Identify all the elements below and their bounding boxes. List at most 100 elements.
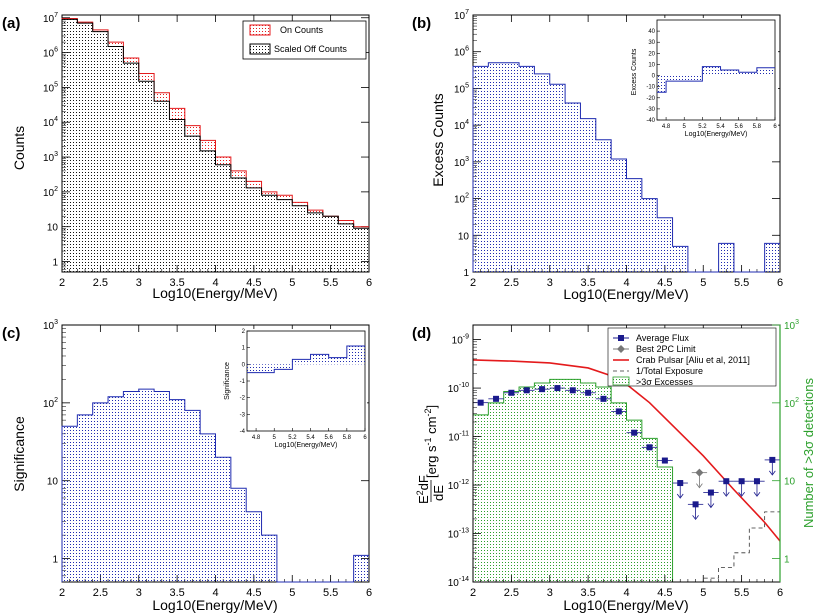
- excess-outline: [472, 62, 780, 273]
- inset-y-tick-label: 1: [242, 346, 246, 352]
- excess-hist-bar: [534, 382, 550, 582]
- panel-c-inset-ticks: 4.8 5 5.2 5.4 5.6 5.8 6 -4 -3 -2 -1 0 1 2: [240, 329, 368, 441]
- x-tick-label: 3: [547, 587, 553, 599]
- legend-label-crab: Crab Pulsar [Aliu et al, 2011]: [636, 355, 750, 365]
- inset-bar: [720, 70, 739, 76]
- x-tick-label: 4: [623, 277, 629, 289]
- significance-bar: [169, 399, 185, 582]
- x-tick-label: 5.5: [734, 587, 749, 599]
- y-tick-label: 10-9: [452, 334, 469, 347]
- inset-bar: [702, 66, 721, 76]
- legend-swatch-scaled-off-counts: [249, 43, 271, 55]
- inset-x-tick-label: 5.4: [306, 435, 315, 441]
- x-tick-label: 4.5: [246, 277, 261, 289]
- excess-bar: [519, 66, 535, 272]
- right-y-tick-label: 1: [784, 555, 790, 566]
- x-tick-label: 2.5: [93, 587, 108, 599]
- excess-hist-bar: [657, 466, 673, 582]
- excess-bar: [473, 66, 489, 272]
- off-counts-bar: [123, 63, 139, 272]
- significance-bar: [261, 535, 277, 582]
- x-tick-label: 5.5: [323, 277, 338, 289]
- inset-y-tick-label: -1: [240, 379, 246, 385]
- panel-d-units-c: ]: [424, 405, 439, 409]
- inset-bar: [274, 364, 293, 370]
- x-tick-label: 3.5: [580, 277, 595, 289]
- panel-a-label: (a): [2, 15, 20, 32]
- legend-label-exposure: 1/Total Exposure: [636, 366, 703, 376]
- excess-bar: [549, 84, 566, 272]
- inset-x-tick-label: 5: [683, 124, 687, 130]
- y-tick-label: 106: [43, 47, 58, 60]
- inset-y-tick-label: -10: [646, 85, 655, 91]
- panel-d-ticks: 2 2.5 3 3.5 4 4.5 5 5.5 6 10-14 10-13 10-12 10-11 10-…: [448, 319, 799, 599]
- x-tick-label: 2.5: [93, 277, 108, 289]
- x-tick-label: 6: [366, 277, 372, 289]
- legend-label-on-counts: On Counts: [280, 25, 324, 35]
- legend-label-average-flux: Average Flux: [636, 333, 689, 343]
- legend-swatch-on-counts: [249, 24, 271, 36]
- y-tick-label: 102: [454, 193, 469, 206]
- inset-y-tick-label: -40: [646, 118, 655, 124]
- inset-x-tick-label: 6: [773, 124, 777, 130]
- off-counts-bar: [261, 195, 277, 272]
- right-y-tick-label: 103: [784, 319, 799, 332]
- x-tick-label: 3.5: [169, 277, 184, 289]
- excess-hist-bar: [595, 386, 612, 582]
- y-tick-label: 10: [47, 223, 59, 234]
- excess-hist-bar: [519, 386, 535, 582]
- x-tick-label: 5.5: [734, 277, 749, 289]
- inset-y-tick-label: -4: [240, 429, 246, 435]
- excess-hist-bar: [503, 391, 520, 582]
- excess-bar: [641, 198, 658, 272]
- significance-bar: [353, 555, 369, 582]
- flux-point: [661, 457, 668, 464]
- excess-bar: [565, 103, 581, 272]
- x-tick-label: 5: [289, 587, 295, 599]
- panel-d-units-a: [erg s: [424, 445, 439, 478]
- inset-bar: [738, 72, 757, 76]
- panel-d-ylabel-denominator: dE: [431, 485, 446, 501]
- off-counts-bar: [108, 46, 124, 273]
- off-counts-outline: [61, 18, 369, 272]
- x-tick-label: 4.5: [657, 587, 672, 599]
- legend-marker-average-flux: [618, 335, 624, 341]
- panel-a-xlabel: Log10(Energy/MeV): [152, 285, 277, 301]
- x-tick-label: 2: [470, 587, 476, 599]
- excess-hist-bar: [473, 414, 489, 582]
- y-tick-label: 107: [43, 12, 58, 25]
- flux-point: [508, 389, 515, 396]
- excess-hist-bar: [488, 402, 504, 582]
- excess-bar: [503, 62, 520, 272]
- crab-pulsar-line: [472, 359, 781, 542]
- y-tick-label: 1: [463, 268, 469, 279]
- right-y-tick-label: 102: [784, 397, 799, 410]
- legend-marker-best-2pc: [617, 345, 625, 353]
- x-tick-label: 6: [777, 587, 783, 599]
- panel-a-plot: 2 2.5 3 3.5 4 4.5 5 5.5 6 1 10 102 103 104 105 106 107 O…: [43, 12, 372, 289]
- significance-bar: [123, 391, 139, 582]
- y-tick-label: 107: [454, 9, 469, 22]
- panel-d-right-ylabel: Number of >3σ detections: [801, 377, 816, 528]
- panel-c: (c) Significance Log10(Energy/MeV) 2 2.5 3…: [2, 319, 372, 613]
- panel-c-inset-bars: [247, 345, 365, 374]
- panel-d-legend-box: [607, 327, 777, 387]
- inset-x-tick-label: 6: [363, 435, 367, 441]
- inset-x-tick-label: 5.2: [288, 435, 297, 441]
- excess-hist-bar: [565, 379, 581, 582]
- panel-b-bars: [472, 62, 780, 273]
- y-tick-label: 102: [43, 397, 58, 410]
- inset-y-tick-label: -20: [646, 96, 655, 102]
- flux-ul-arrow: [722, 491, 730, 497]
- x-tick-label: 4.5: [657, 277, 672, 289]
- flux-point: [477, 399, 484, 406]
- flux-ul-arrow: [707, 503, 715, 509]
- inset-bar: [256, 364, 275, 373]
- inset-x-tick-label: 5.4: [716, 124, 725, 130]
- y-tick-label: 10-11: [448, 431, 469, 444]
- panel-b: (b) Excess Counts Log10(Energy/MeV) 2 2.5…: [412, 9, 783, 302]
- inset-y-tick-label: -2: [240, 396, 246, 402]
- off-counts-bar: [200, 150, 216, 272]
